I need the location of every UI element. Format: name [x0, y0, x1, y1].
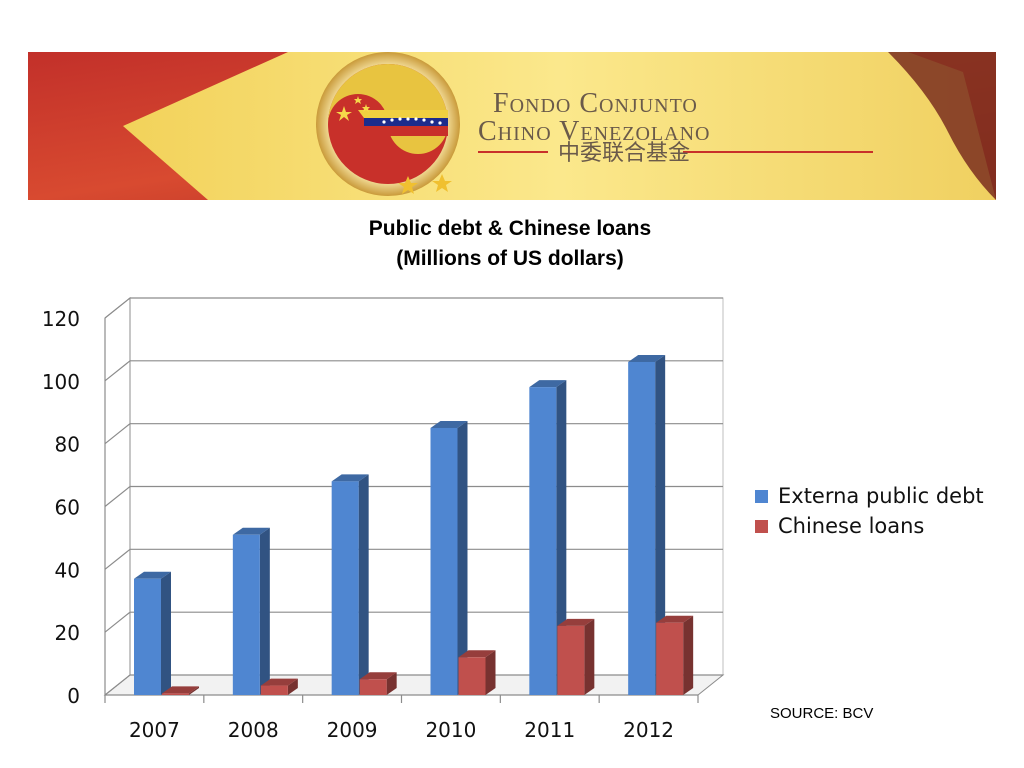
banner-image: Fondo Conjunto Chino Venezolano 中委联合基金 — [28, 52, 996, 200]
gridline — [104, 297, 723, 319]
y-tick-label: 80 — [55, 433, 80, 457]
gridline — [104, 611, 723, 633]
bar-public-debt-top — [430, 420, 468, 428]
x-tick-label: 2007 — [129, 718, 180, 742]
bar-public-debt — [628, 361, 656, 695]
bar-public-debt-top — [529, 380, 567, 388]
y-tick-label: 40 — [55, 558, 80, 582]
bar-public-debt — [529, 387, 557, 695]
bar-chinese-loans-side — [584, 618, 595, 695]
bar-public-debt-side — [259, 527, 270, 695]
bar-public-debt-top — [331, 474, 369, 482]
bar-chinese-loans-side — [287, 678, 298, 695]
bar-chinese-loans-top — [359, 672, 397, 680]
x-tick-label: 2010 — [425, 718, 476, 742]
legend-item-public-debt: Externa public debt — [755, 481, 984, 511]
bar-public-debt-side — [358, 474, 369, 695]
bar-chinese-loans-side — [683, 615, 694, 695]
x-tick-label: 2009 — [327, 718, 378, 742]
bar-chinese-loans — [656, 622, 684, 695]
bar-chinese-loans — [359, 679, 387, 695]
gridline — [104, 674, 723, 696]
bar-public-debt-top — [134, 571, 171, 579]
gridline — [104, 548, 723, 570]
bar-chinese-loans — [162, 693, 189, 695]
y-tick-label: 120 — [42, 307, 80, 331]
gridline — [104, 360, 723, 382]
y-tick-label: 60 — [55, 496, 80, 520]
bar-chinese-loans-side — [386, 672, 397, 695]
bar-chinese-loans-top — [260, 678, 298, 686]
x-tick-label: 2012 — [623, 718, 674, 742]
bar-public-debt-top — [232, 527, 270, 535]
bar-chinese-loans-top — [458, 650, 496, 658]
banner-title-line1: Fondo Conjunto — [493, 88, 698, 119]
legend-label-public-debt: Externa public debt — [778, 484, 984, 508]
bar-public-debt — [134, 578, 161, 695]
bar-chinese-loans — [458, 657, 486, 695]
y-tick-label: 20 — [55, 621, 80, 645]
banner-chinese-subtitle: 中委联合基金 — [558, 141, 690, 166]
bar-public-debt-side — [655, 354, 666, 695]
bar-public-debt — [331, 481, 359, 695]
banner-title-line2: Chino Venezolano — [478, 116, 710, 147]
legend-swatch-public-debt — [755, 489, 768, 503]
y-tick-label: 100 — [42, 370, 80, 394]
bar-chinese-loans-side — [189, 686, 199, 695]
y-tick-label: 0 — [67, 684, 80, 708]
legend-label-chinese-loans: Chinese loans — [778, 514, 925, 538]
legend-swatch-chinese-loans — [755, 519, 768, 533]
x-tick-label: 2011 — [524, 718, 575, 742]
bar-public-debt-side — [457, 420, 468, 695]
bar-chinese-loans — [260, 685, 288, 695]
x-tick-label: 2008 — [228, 718, 279, 742]
bar-chinese-loans — [557, 625, 585, 695]
chart-title: Public debt & Chinese loans — [368, 217, 652, 240]
bar-chart: 0 20 40 60 80 100 120 2007 2008 2009 2010 2011 2012 — [42, 296, 725, 742]
bar-chinese-loans-top — [656, 615, 694, 623]
bar-public-debt — [430, 427, 458, 695]
banner-emblem — [316, 52, 460, 196]
bar-public-debt-side — [556, 380, 567, 695]
bar-public-debt-side — [161, 571, 171, 695]
chart-subtitle: (Millions of US dollars) — [396, 247, 624, 270]
bar-public-debt-top — [628, 354, 666, 362]
bar-chinese-loans-top — [162, 686, 199, 694]
source-note: SOURCE: BCV — [770, 705, 874, 722]
chart-legend: Externa public debt Chinese loans — [755, 481, 984, 541]
bar-public-debt — [232, 534, 260, 695]
gridline — [104, 423, 723, 445]
bar-chinese-loans-top — [557, 618, 595, 626]
bar-chinese-loans-side — [485, 650, 496, 695]
gridline — [104, 485, 723, 507]
chart-title-block: Public debt & Chinese loans (Millions of… — [290, 214, 730, 274]
legend-item-chinese-loans: Chinese loans — [755, 511, 984, 541]
